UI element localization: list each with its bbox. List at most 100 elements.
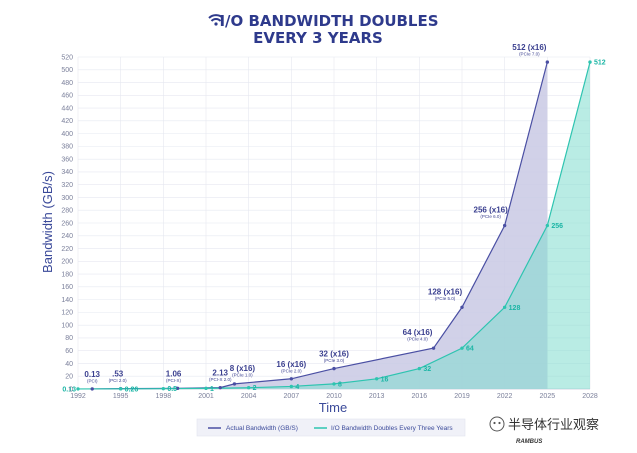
x-axis-label: Time bbox=[319, 400, 347, 415]
data-points bbox=[76, 60, 592, 391]
watermark-text: 半导体行业观察 bbox=[508, 418, 599, 433]
actual-sublabel: (PCIe 5.0) bbox=[435, 296, 456, 301]
actual-point bbox=[289, 377, 294, 381]
actual-sublabel: (PCI) bbox=[87, 378, 98, 383]
doubling-value-label: 0.26 bbox=[125, 386, 139, 393]
y-tick-label: 320 bbox=[61, 182, 73, 189]
y-tick-label: 520 bbox=[61, 54, 73, 61]
actual-point bbox=[175, 386, 180, 391]
actual-sublabel: (PCIe 2.0) bbox=[281, 368, 302, 373]
doubling-point bbox=[76, 387, 80, 391]
x-tick-label: 2013 bbox=[369, 393, 385, 400]
doubling-point bbox=[246, 386, 251, 390]
actual-point bbox=[460, 305, 464, 309]
y-tick-label: 160 bbox=[61, 284, 73, 291]
actual-value-label: 32 (x16) bbox=[319, 350, 349, 359]
actual-value-label: .53 bbox=[112, 370, 124, 379]
y-tick-label: 340 bbox=[61, 169, 73, 176]
x-tick-label: 2019 bbox=[454, 393, 470, 400]
chart-title-line2: EVERY 3 YEARS bbox=[253, 29, 383, 47]
doubling-point bbox=[332, 382, 336, 386]
y-tick-label: 400 bbox=[61, 131, 73, 138]
actual-point bbox=[502, 223, 507, 228]
x-tick-labels: 1992 1995 1998 2001 2004 2007 2010 2013 2016 2019… bbox=[70, 393, 598, 400]
actual-point bbox=[90, 387, 94, 391]
x-tick-label: 2025 bbox=[540, 393, 556, 400]
actual-value-label: 256 (x16) bbox=[474, 206, 509, 215]
doubling-value-label: 0.5 bbox=[167, 386, 177, 393]
actual-value-label: 0.13 bbox=[84, 370, 100, 379]
doubling-value-label: 8 bbox=[338, 381, 342, 388]
y-tick-label: 240 bbox=[61, 233, 73, 240]
doubling-point bbox=[502, 305, 507, 309]
actual-point bbox=[545, 60, 550, 64]
doubling-area bbox=[78, 62, 590, 389]
y-tick-label: 140 bbox=[61, 297, 73, 304]
watermark-brand: RAMBUS bbox=[516, 439, 542, 445]
y-tick-label: 360 bbox=[61, 156, 73, 163]
x-tick-label: 2016 bbox=[412, 393, 428, 400]
actual-value-label: 2.13 bbox=[212, 369, 228, 378]
x-tick-label: 2004 bbox=[241, 393, 257, 400]
y-tick-label: 220 bbox=[61, 246, 73, 253]
chart-title-line1: I/O BANDWIDTH DOUBLES bbox=[219, 12, 438, 30]
y-tick-label: 300 bbox=[61, 195, 73, 202]
actual-sublabel: (PCI 2.0) bbox=[109, 378, 128, 383]
doubling-point bbox=[161, 386, 166, 391]
y-tick-label: 60 bbox=[65, 348, 73, 355]
y-tick-label: 100 bbox=[61, 322, 73, 329]
actual-point bbox=[232, 382, 237, 386]
y-tick-label: 20 bbox=[65, 374, 73, 381]
actual-sublabel: (PCI-X) bbox=[166, 378, 182, 383]
y-tick-label: 500 bbox=[61, 67, 73, 74]
y-tick-label: 480 bbox=[61, 80, 73, 87]
doubling-value-label: 128 bbox=[509, 305, 521, 312]
y-tick-label: 0 bbox=[69, 386, 73, 393]
y-tick-label: 280 bbox=[61, 208, 73, 215]
actual-sublabel: (PCIe 7.0) bbox=[519, 52, 540, 57]
y-tick-label: 260 bbox=[61, 220, 73, 227]
data-labels: 0.13(PCI).53(PCI 2.0)1.06(PCI-X)2.13(PCI… bbox=[62, 43, 605, 393]
doubling-point bbox=[118, 387, 123, 391]
doubling-point bbox=[460, 346, 464, 350]
y-tick-label: 120 bbox=[61, 310, 73, 317]
x-tick-label: 1992 bbox=[70, 393, 86, 400]
actual-sublabel: (PCI-X 2.0) bbox=[209, 377, 232, 382]
x-tick-label: 2007 bbox=[284, 393, 300, 400]
wifi-icon bbox=[208, 14, 224, 26]
doubling-point bbox=[417, 366, 422, 371]
y-tick-label: 40 bbox=[65, 361, 73, 368]
doubling-point bbox=[374, 377, 379, 381]
actual-value-label: 16 (x16) bbox=[276, 360, 306, 369]
y-tick-label: 460 bbox=[61, 93, 73, 100]
x-tick-label: 2001 bbox=[198, 393, 214, 400]
actual-sublabel: (PCIe 6.0) bbox=[480, 214, 501, 219]
doubling-point bbox=[204, 386, 208, 391]
y-tick-label: 420 bbox=[61, 118, 73, 125]
actual-point bbox=[218, 385, 222, 390]
watermark: 半导体行业观察 RAMBUS bbox=[489, 416, 599, 445]
actual-sublabel: (PCIe 1.0) bbox=[232, 372, 253, 377]
doubling-value-label: 32 bbox=[423, 366, 431, 373]
doubling-value-label: 0.13 bbox=[62, 386, 76, 393]
actual-value-label: 512 (x16) bbox=[512, 43, 547, 52]
y-axis-label: Bandwidth (GB/s) bbox=[40, 171, 55, 273]
actual-value-label: 1.06 bbox=[166, 369, 182, 378]
doubling-value-label: 1 bbox=[210, 386, 214, 393]
y-tick-label: 80 bbox=[65, 335, 73, 342]
x-tick-label: 1995 bbox=[113, 393, 129, 400]
doubling-point bbox=[545, 223, 550, 228]
doubling-value-label: 2 bbox=[253, 385, 257, 392]
actual-value-label: 128 (x16) bbox=[428, 287, 463, 296]
x-tick-label: 2022 bbox=[497, 393, 513, 400]
actual-value-label: 8 (x16) bbox=[230, 364, 256, 373]
legend-label-doubling: I/O Bandwidth Doubles Every Three Years bbox=[331, 425, 453, 432]
doubling-point bbox=[588, 60, 592, 64]
actual-point bbox=[332, 366, 336, 371]
x-tick-label: 1998 bbox=[156, 393, 172, 400]
actual-value-label: 64 (x16) bbox=[403, 328, 433, 337]
actual-sublabel: (PCIe 4.0) bbox=[407, 337, 428, 342]
doubling-value-label: 16 bbox=[381, 376, 389, 383]
y-tick-label: 180 bbox=[61, 271, 73, 278]
